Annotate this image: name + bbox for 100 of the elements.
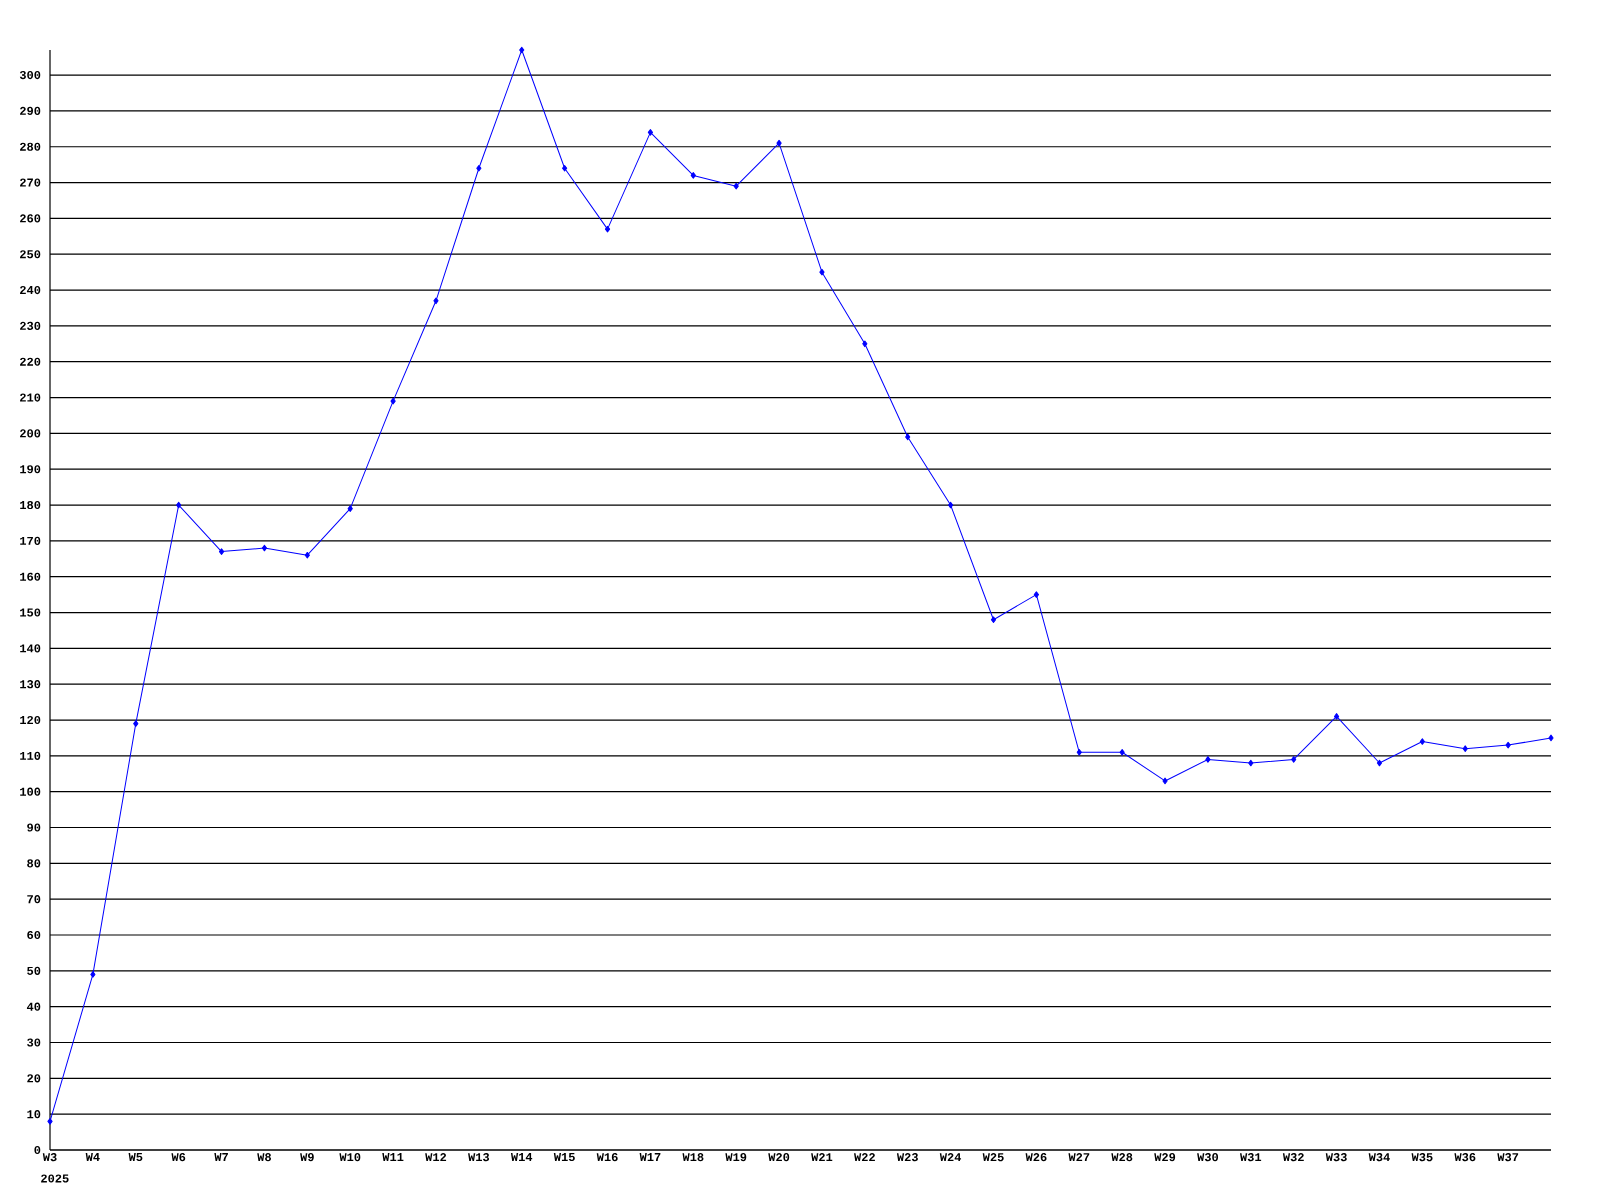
point — [733, 182, 739, 190]
x-tick-label: W19 — [725, 1153, 747, 1162]
point — [1505, 741, 1511, 749]
x-tick-label: W22 — [854, 1153, 875, 1162]
y-tick-label: 100 — [20, 787, 41, 796]
x-tick-label: W3 — [42, 1153, 57, 1162]
x-tick-label: W26 — [1025, 1153, 1047, 1162]
x-tick-label: W23 — [896, 1153, 918, 1162]
point — [90, 971, 96, 978]
x-tick-label: W24 — [939, 1153, 962, 1162]
point — [990, 616, 997, 623]
point — [261, 544, 268, 552]
y-tick-label: 170 — [20, 536, 41, 545]
point — [604, 225, 611, 233]
point — [218, 548, 225, 555]
point — [776, 139, 782, 147]
point — [176, 501, 182, 509]
x-tick-label: W12 — [425, 1153, 447, 1162]
x-tick-label: W21 — [811, 1153, 833, 1162]
point — [862, 340, 868, 348]
x-tick-label: W15 — [553, 1153, 575, 1162]
y-tick-label: 180 — [20, 500, 41, 510]
x-tick-label: W18 — [682, 1153, 704, 1162]
point — [1248, 759, 1254, 767]
y-tick-label: 80 — [27, 859, 41, 868]
x-tick-label: W36 — [1454, 1153, 1476, 1162]
y-tick-label: 210 — [20, 393, 41, 402]
point — [304, 551, 310, 559]
x-tick-label: W27 — [1068, 1153, 1090, 1162]
point — [1462, 745, 1468, 752]
point — [948, 501, 954, 509]
y-tick-label: 60 — [27, 930, 41, 940]
x-tick-label: W6 — [171, 1153, 186, 1162]
y-tick-label: 40 — [26, 1002, 41, 1011]
y-tick-label: 120 — [20, 715, 41, 725]
x-tick-label: W32 — [1282, 1153, 1304, 1162]
point — [519, 46, 525, 54]
point — [905, 433, 911, 441]
x-tick-label: W31 — [1240, 1153, 1262, 1162]
point — [1333, 713, 1340, 720]
point — [690, 172, 696, 179]
x-tick-label: W34 — [1368, 1153, 1390, 1162]
point — [1419, 738, 1425, 745]
x-tick-label: W10 — [339, 1153, 361, 1162]
x-tick-label: W28 — [1111, 1153, 1133, 1162]
x-tick-label: W11 — [382, 1153, 404, 1161]
point — [647, 129, 654, 136]
x-tick-label: W33 — [1325, 1153, 1347, 1162]
point — [1162, 777, 1168, 785]
text: 2025 — [41, 1174, 69, 1183]
point — [433, 297, 439, 305]
point — [562, 164, 568, 172]
y-tick-label: 220 — [20, 357, 41, 366]
y-tick-label: 300 — [19, 70, 41, 80]
y-tick-label: 140 — [20, 644, 41, 653]
y-tick-label: 240 — [20, 285, 41, 295]
point — [476, 164, 482, 172]
y-tick-label: 0 — [34, 1145, 41, 1155]
point — [1033, 591, 1039, 598]
y-tick-label: 90 — [27, 823, 41, 832]
y-tick-label: 50 — [27, 966, 41, 975]
y-tick-label: 250 — [20, 250, 41, 259]
y-tick-label: 270 — [20, 178, 41, 187]
x-tick-label: W14 — [510, 1153, 533, 1161]
x-tick-label: W8 — [257, 1153, 271, 1162]
point — [1076, 748, 1082, 756]
x-tick-label: W13 — [468, 1153, 490, 1162]
x-tick-label: W35 — [1411, 1153, 1433, 1162]
y-tick-label: 280 — [20, 142, 41, 151]
point — [1205, 756, 1211, 763]
y-tick-label: 10 — [27, 1110, 41, 1119]
x-tick-label: W9 — [300, 1153, 314, 1162]
x-tick-label: W37 — [1497, 1153, 1519, 1162]
point — [1376, 759, 1383, 767]
point — [1291, 756, 1297, 763]
y-tick-label: 150 — [20, 608, 41, 617]
y-tick-label: 110 — [20, 751, 41, 760]
x-tick-label: W29 — [1154, 1153, 1176, 1162]
x-tick-label: W5 — [128, 1153, 143, 1162]
y-tick-label: 20 — [27, 1074, 41, 1083]
y-tick-label: 260 — [20, 214, 41, 223]
x-tick-label: W20 — [768, 1153, 790, 1162]
point — [1548, 734, 1554, 742]
x-tick-label: W25 — [982, 1153, 1004, 1162]
x-tick-label: W4 — [85, 1153, 100, 1161]
x-tick-label: W16 — [596, 1153, 618, 1162]
y-tick-label: 290 — [20, 106, 41, 115]
x-tick-label: W30 — [1197, 1153, 1219, 1162]
x-tick-label: W7 — [214, 1153, 228, 1161]
y-tick-label: 200 — [20, 429, 41, 438]
point — [347, 505, 353, 512]
y-tick-label: 30 — [27, 1038, 41, 1047]
point — [390, 397, 396, 405]
y-tick-label: 230 — [20, 321, 41, 330]
y-tick-label: 70 — [27, 895, 41, 904]
x-tick-label: W17 — [639, 1153, 661, 1161]
y-tick-label: 190 — [20, 465, 41, 474]
point — [47, 1118, 53, 1125]
y-tick-label: 130 — [20, 680, 41, 689]
point — [1119, 748, 1125, 756]
